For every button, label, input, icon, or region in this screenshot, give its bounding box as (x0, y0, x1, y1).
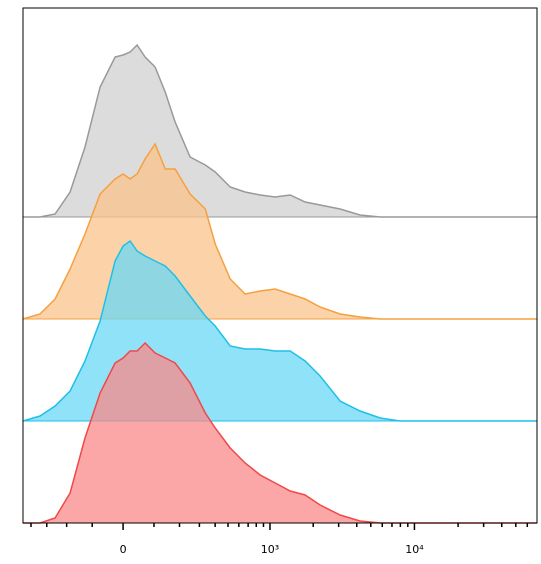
histogram-line (23, 43, 537, 218)
histogram-area (23, 343, 537, 523)
histogram-line (22, 239, 537, 422)
x-tick-label: 0 (120, 543, 127, 556)
x-tick-label: 10³ (261, 543, 279, 556)
histogram-line (23, 341, 537, 524)
histogram-line (22, 142, 537, 320)
x-tick-label: 10⁴ (405, 543, 424, 556)
plot-frame (22, 7, 538, 524)
histogram-area (23, 45, 537, 217)
